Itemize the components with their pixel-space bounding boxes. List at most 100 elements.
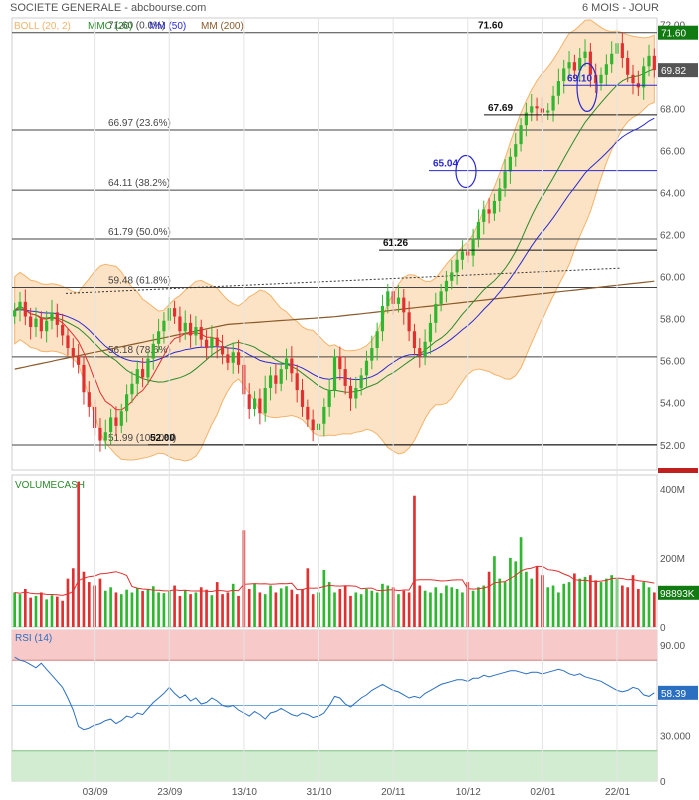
volume-bar	[23, 589, 27, 627]
volume-bar	[215, 582, 219, 627]
candle-body	[402, 297, 406, 313]
volume-bar	[530, 578, 534, 627]
candle-body	[13, 310, 17, 317]
last-price-label: 69.82	[661, 66, 686, 77]
candle-body	[407, 312, 411, 332]
volume-bar	[61, 600, 64, 627]
volume-bar	[135, 588, 139, 627]
volume-bar	[477, 587, 480, 627]
candle-body	[39, 318, 43, 332]
rsi-tick-label: 30.000	[660, 732, 691, 743]
candle-body	[61, 324, 65, 336]
candle-body	[631, 74, 635, 84]
volume-bar	[354, 592, 358, 627]
candle-body	[258, 398, 262, 414]
candle-body	[151, 343, 155, 359]
volume-bar	[285, 586, 288, 627]
mm200-line	[14, 280, 655, 370]
candle-body	[178, 316, 182, 332]
candle-body	[300, 390, 305, 407]
candle-body	[412, 331, 417, 349]
y-tick-label: 68.00	[660, 104, 685, 115]
volume-bar	[359, 594, 363, 627]
level-label: 52.00	[150, 433, 175, 444]
candle-body	[652, 55, 656, 71]
chart-period: 6 MOIS - JOUR	[581, 2, 659, 14]
candle-body	[82, 364, 86, 393]
candle-body	[34, 318, 38, 328]
volume-bar	[194, 592, 198, 627]
circle-annotation	[576, 62, 598, 112]
candle-body	[498, 188, 502, 201]
volume-bar	[450, 587, 454, 627]
candle-body	[364, 360, 369, 376]
last-price-badge	[658, 63, 698, 78]
volume-bar	[535, 566, 539, 627]
volume-bar	[498, 578, 502, 627]
x-tick-label: 02/01	[530, 787, 555, 798]
price-panel: 52.00 54.00 56.00 58.00 60.00 62.00 64.00 66.00…	[11, 17, 698, 473]
volume-bar	[130, 592, 134, 627]
candle-body	[55, 312, 59, 325]
volume-bar	[82, 571, 86, 627]
candle-body	[156, 331, 161, 344]
volume-bar	[349, 595, 352, 627]
chart-title: SOCIETE GENERALE - abcbourse.com	[10, 2, 207, 14]
y-tick-label: 66.00	[660, 146, 685, 157]
volume-bar	[551, 585, 555, 627]
candle-body	[386, 291, 390, 307]
volume-bar	[290, 589, 294, 627]
rsi-oversold-zone	[12, 750, 657, 781]
volume-bar	[610, 575, 614, 627]
candle-body	[514, 144, 518, 157]
candle-body	[434, 303, 438, 323]
volume-bar	[370, 590, 374, 627]
volume-bar	[71, 568, 75, 627]
volume-bar	[578, 578, 582, 627]
x-tick-label: 23/09	[157, 787, 182, 798]
volume-bar	[119, 594, 123, 627]
volume-bar	[210, 595, 214, 627]
volume-badge	[658, 585, 699, 600]
candle-body	[23, 301, 27, 317]
volume-bar	[103, 590, 107, 627]
candle-body	[455, 259, 459, 273]
volume-bar	[66, 578, 70, 627]
candle-body	[354, 388, 358, 399]
volume-tick-label: 200M	[660, 554, 685, 565]
volume-bar	[247, 589, 251, 627]
candle-body	[295, 373, 299, 391]
candle-body	[252, 398, 257, 410]
candle-body	[284, 358, 289, 370]
volume-bar	[55, 596, 59, 627]
volume-bar	[50, 595, 54, 627]
short-ma-line	[14, 307, 223, 411]
candle-body	[263, 388, 267, 414]
candle-body	[524, 112, 528, 126]
candle-body	[226, 354, 230, 363]
trend-line	[65, 267, 621, 294]
candle-body	[396, 297, 401, 304]
x-tick-label: 20/11	[381, 787, 406, 798]
candle-body	[572, 62, 576, 71]
volume-bar	[269, 585, 272, 627]
y-tick-label: 54.00	[660, 399, 685, 410]
candle-body	[210, 337, 214, 349]
volume-bar	[114, 592, 118, 627]
volume-bar	[39, 592, 43, 627]
candle-body	[71, 348, 75, 357]
bollinger-band	[14, 19, 655, 462]
volume-bar	[162, 593, 166, 627]
volume-bar	[279, 588, 283, 627]
candle-body	[162, 320, 166, 332]
candle-body	[141, 369, 145, 378]
volume-bar	[605, 578, 608, 627]
volume-bar	[274, 592, 278, 627]
fibonacci-label: 51.99 (100.0%)	[108, 433, 176, 444]
rsi-tick-label: 0	[660, 777, 666, 788]
volume-bar	[557, 592, 560, 627]
volume-bar	[338, 589, 342, 627]
candle-body	[508, 156, 513, 172]
candle-body	[188, 322, 193, 336]
